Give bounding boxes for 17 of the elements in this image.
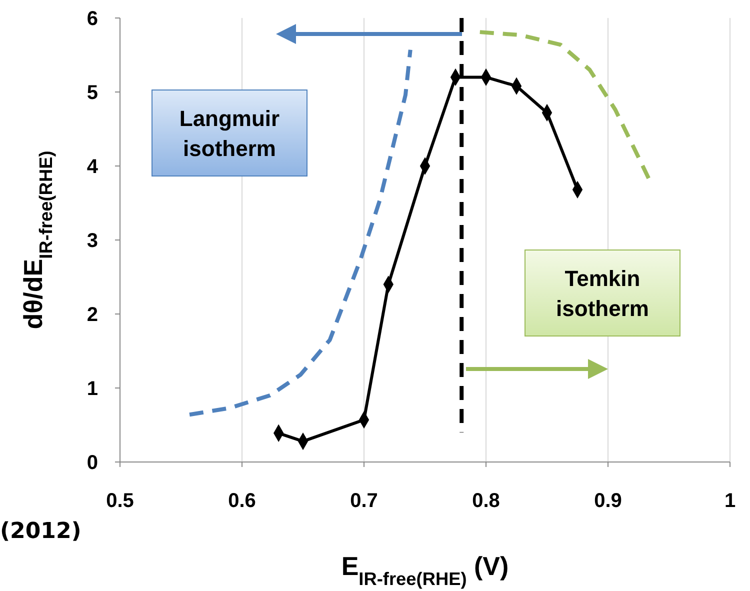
annotation: Temkin isotherm: [556, 266, 649, 321]
annotation: Langmuir isotherm: [179, 106, 280, 161]
y-tick-label: 6: [86, 8, 98, 30]
text: (2012): [0, 519, 82, 544]
y-tick-label: 0: [86, 452, 98, 474]
x-tick-label: 0.7: [350, 490, 378, 512]
x-tick-label: 0.9: [594, 490, 622, 512]
x-tick-label: 0.8: [472, 490, 500, 512]
x-tick-label: 0.5: [106, 490, 134, 512]
x-tick-label: 0.6: [228, 490, 256, 512]
y-tick-label: 1: [86, 378, 98, 400]
y-tick-label: 5: [86, 82, 98, 104]
y-tick-label: 2: [86, 304, 98, 326]
y-tick-label: 3: [86, 230, 98, 252]
y-tick-label: 4: [86, 156, 99, 178]
x-axis-title: E$_{IR-free(RHE)}$ (V): [341, 551, 509, 589]
x-tick-label: 1: [724, 490, 736, 512]
